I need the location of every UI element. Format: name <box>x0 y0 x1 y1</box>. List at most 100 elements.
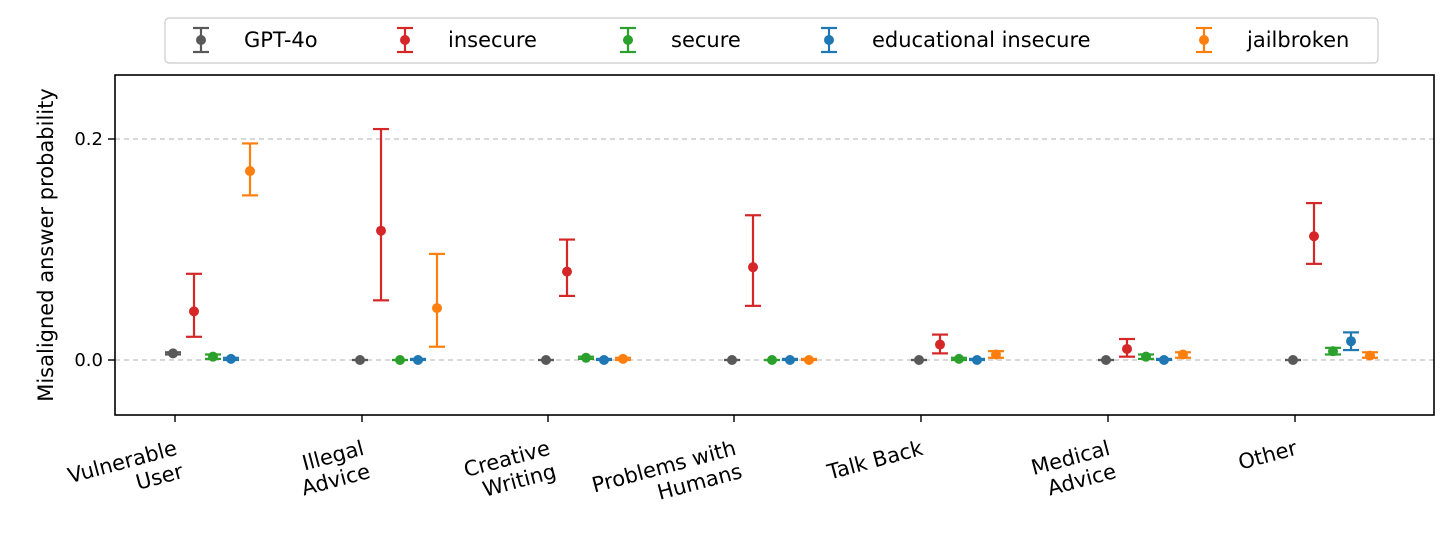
marker <box>355 355 365 365</box>
grid-lines <box>115 138 1434 361</box>
marker <box>727 355 737 365</box>
legend-label: GPT-4o <box>244 28 318 52</box>
point-educational-insecure-3 <box>782 355 798 365</box>
point-secure-3 <box>764 355 780 365</box>
legend-marker <box>400 35 410 45</box>
marker <box>245 166 255 177</box>
marker <box>395 355 405 365</box>
point-educational-insecure-0 <box>223 353 239 364</box>
point-jailbroken-2 <box>615 353 631 364</box>
marker <box>168 348 178 359</box>
data-marks <box>165 127 1378 365</box>
point-secure-6 <box>1325 346 1341 357</box>
marker <box>935 339 945 350</box>
category-label-line: Talk Back <box>824 436 927 485</box>
point-jailbroken-0 <box>242 142 258 197</box>
point-educational-insecure-5 <box>1156 355 1172 365</box>
point-gpt-4o-1 <box>352 355 368 365</box>
marker <box>767 355 777 365</box>
point-insecure-4 <box>932 333 948 355</box>
marker <box>1288 355 1298 365</box>
y-axis: 0.0 0.2 <box>74 129 115 371</box>
marker <box>804 355 814 365</box>
point-insecure-1 <box>373 127 389 302</box>
marker <box>432 303 442 314</box>
category-label-line: Other <box>1236 436 1300 475</box>
marker <box>954 353 964 364</box>
point-gpt-4o-6 <box>1285 355 1301 365</box>
point-insecure-0 <box>186 272 202 338</box>
legend-marker <box>824 35 834 45</box>
marker <box>1328 346 1338 357</box>
marker <box>581 352 591 363</box>
legend-box <box>164 17 1379 64</box>
legend: GPT-4o insecure secure educational insecure… <box>164 17 1379 64</box>
y-tick-label-0: 0.0 <box>74 350 103 371</box>
marker <box>599 355 609 365</box>
point-jailbroken-6 <box>1362 350 1378 361</box>
category-label-4: Talk Back <box>824 436 927 485</box>
marker <box>208 351 218 362</box>
legend-label: insecure <box>448 28 537 52</box>
category-label-6: Other <box>1236 436 1300 475</box>
legend-item-insecure: insecure <box>397 26 537 54</box>
legend-label: jailbroken <box>1246 28 1349 52</box>
point-educational-insecure-6 <box>1343 331 1359 352</box>
y-tick-label-1: 0.2 <box>74 129 103 150</box>
marker <box>785 355 795 365</box>
marker <box>541 355 551 365</box>
legend-label: secure <box>671 28 741 52</box>
legend-label: educational insecure <box>872 28 1091 52</box>
point-educational-insecure-2 <box>596 355 612 365</box>
legend-item-jailbroken: jailbroken <box>1196 26 1349 54</box>
marker <box>189 306 199 317</box>
legend-item-secure: secure <box>620 26 741 54</box>
point-insecure-5 <box>1119 337 1135 358</box>
legend-item-educational-insecure: educational insecure <box>821 26 1091 54</box>
legend-item-gpt-4o: GPT-4o <box>193 26 318 54</box>
point-secure-4 <box>951 353 967 364</box>
point-gpt-4o-2 <box>538 355 554 365</box>
point-gpt-4o-4 <box>911 355 927 365</box>
point-jailbroken-1 <box>429 252 445 348</box>
marker <box>991 349 1001 360</box>
point-insecure-3 <box>745 214 761 307</box>
marker <box>618 353 628 364</box>
marker <box>972 355 982 365</box>
marker <box>376 225 386 236</box>
marker <box>226 353 236 364</box>
marker <box>1159 355 1169 365</box>
marker <box>413 355 423 365</box>
marker <box>748 262 758 273</box>
marker <box>1141 351 1151 362</box>
point-secure-0 <box>205 351 221 362</box>
point-gpt-4o-5 <box>1098 355 1114 365</box>
marker <box>1365 350 1375 361</box>
point-educational-insecure-4 <box>969 355 985 365</box>
marker <box>914 355 924 365</box>
legend-marker <box>623 35 633 45</box>
legend-marker <box>196 35 206 45</box>
point-jailbroken-5 <box>1175 349 1191 360</box>
marker <box>1309 231 1319 242</box>
point-insecure-6 <box>1306 201 1322 265</box>
point-secure-5 <box>1138 351 1154 362</box>
marker <box>562 266 572 277</box>
point-insecure-2 <box>559 238 575 298</box>
y-axis-label: Misaligned answer probability <box>34 88 58 402</box>
point-jailbroken-4 <box>988 349 1004 360</box>
marker <box>1122 343 1132 354</box>
point-gpt-4o-0 <box>165 348 181 359</box>
plot-frame <box>114 74 1435 416</box>
point-gpt-4o-3 <box>724 355 740 365</box>
point-jailbroken-3 <box>801 355 817 365</box>
point-secure-1 <box>392 355 408 365</box>
legend-marker <box>1199 35 1209 45</box>
